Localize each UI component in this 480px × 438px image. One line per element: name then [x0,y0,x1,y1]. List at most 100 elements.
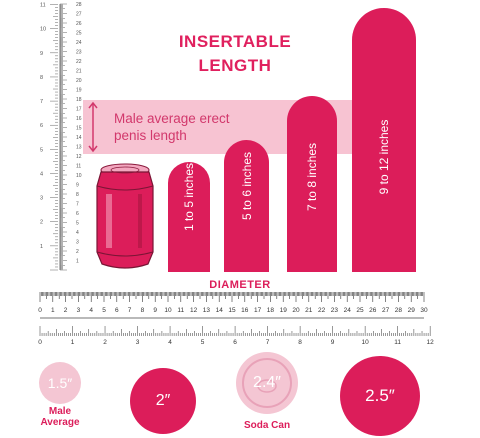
inch-tick-label: 8 [298,339,302,346]
inch-tick-label: 8 [40,75,43,81]
cm-tick-label: 15 [76,126,82,132]
inch-tick-label: 3 [40,196,43,202]
cm-tick-label: 22 [318,307,326,314]
cm-tick-label: 9 [153,307,157,314]
inch-tick-label: 9 [40,51,43,57]
cm-tick-label: 23 [331,307,339,314]
inch-tick-label: 6 [40,123,43,129]
length-bar [352,8,416,272]
cm-tick-label: 21 [305,307,313,314]
inch-tick-label: 2 [103,339,107,346]
cm-tick-label: 5 [102,307,106,314]
inch-tick-label: 2 [40,220,43,226]
cm-tick-label: 19 [76,88,82,94]
inch-tick-label: 10 [40,27,46,33]
cm-tick-label: 12 [190,307,198,314]
circle-value: 1.5″ [47,375,73,391]
cm-tick-label: 1 [76,259,79,265]
length-bar-label: 1 to 5 inches [182,162,196,232]
cm-tick-label: 25 [76,31,82,37]
length-bar-label: 9 to 12 inches [377,119,391,195]
length-bar-label: 7 to 8 inches [305,142,319,212]
length-bar [168,162,210,272]
cm-tick-label: 17 [254,307,262,314]
cm-tick-label: 26 [369,307,377,314]
chart-title: INSERTABLE LENGTH [150,30,320,78]
cm-tick-label: 7 [76,202,79,208]
cm-tick-label: 10 [76,173,82,179]
cm-tick-label: 2 [64,307,68,314]
circle-value: 2″ [155,392,171,409]
cm-tick-label: 19 [280,307,288,314]
caption-line2: Average [40,417,80,428]
double-arrow-icon [88,101,98,153]
length-bar-label: 5 to 6 inches [239,151,254,221]
cm-tick-label: 27 [76,12,82,18]
circle-soda-can: 2.4″ [236,352,298,414]
cm-tick-label: 11 [76,164,81,170]
cm-tick-label: 14 [76,135,82,141]
inch-tick-label: 4 [40,171,43,177]
inch-tick-label: 3 [136,339,140,346]
cm-tick-label: 11 [177,307,184,314]
title-line1: INSERTABLE [178,32,292,51]
vertical-ruler: 1234567891011121314151617181920212223242… [40,2,82,271]
cm-tick-label: 8 [76,192,79,198]
cm-tick-label: 13 [76,145,82,151]
circle-caption: Male Average [28,406,92,428]
cm-tick-label: 6 [115,307,119,314]
cm-tick-label: 20 [76,78,82,84]
cm-tick-label: 4 [76,230,79,236]
inch-tick-label: 0 [38,339,42,346]
cm-tick-label: 1 [51,307,55,314]
cm-tick-label: 24 [76,40,82,46]
inch-tick-label: 4 [168,339,172,346]
cm-tick-label: 24 [344,307,352,314]
cm-tick-label: 7 [128,307,132,314]
inch-tick-label: 1 [71,339,75,346]
cm-tick-label: 18 [267,307,275,314]
length-bar [224,140,269,272]
inch-tick-label: 5 [40,147,43,153]
cm-tick-label: 16 [76,116,82,122]
cm-tick-label: 16 [241,307,249,314]
caption-line1: Soda Can [243,420,291,431]
cm-tick-label: 2 [76,249,79,255]
cm-tick-label: 3 [76,240,79,246]
cm-tick-label: 14 [216,307,224,314]
average-length-label: Male average erect penis length [114,111,230,143]
cm-tick-label: 23 [76,50,82,56]
inch-tick-label: 6 [233,339,237,346]
horizontal-ruler: 0 1 2 3 4 5 6 7 8 9 10 11 12 13 14 15 16 17 18 19 20 21 22 23 24… [38,292,435,346]
inch-tick-label: 1 [40,244,43,250]
cm-tick-label: 21 [76,69,82,75]
cm-tick-label: 29 [408,307,416,314]
inch-tick-label: 11 [40,3,46,9]
cm-tick-label: 22 [76,59,82,65]
caption-line1: Male [48,406,72,417]
cm-tick-label: 6 [76,211,79,217]
cm-tick-label: 26 [76,21,82,27]
cm-tick-label: 12 [76,154,82,160]
length-bar [287,96,337,272]
cm-tick-label: 3 [77,307,81,314]
cm-tick-label: 25 [356,307,364,314]
diameter-title: DIAMETER [209,279,271,291]
cm-tick-label: 28 [395,307,403,314]
inch-tick-label: 12 [427,339,435,346]
cm-tick-label: 0 [38,307,42,314]
cm-tick-label: 8 [141,307,145,314]
inch-tick-label: 11 [394,339,401,346]
title-line2: LENGTH [198,56,272,75]
cm-tick-label: 20 [292,307,300,314]
circle-male-average: 1.5″ [39,362,81,404]
inch-tick-label: 10 [362,339,370,346]
inch-tick-label: 5 [201,339,205,346]
soda-can-icon [96,163,154,269]
cm-tick-label: 5 [76,221,79,227]
inch-tick-label: 9 [331,339,335,346]
cm-tick-label: 28 [76,2,82,8]
circle-two-inch: 2″ [130,368,196,434]
inch-tick-label: 7 [40,99,43,105]
cm-tick-label: 13 [203,307,211,314]
